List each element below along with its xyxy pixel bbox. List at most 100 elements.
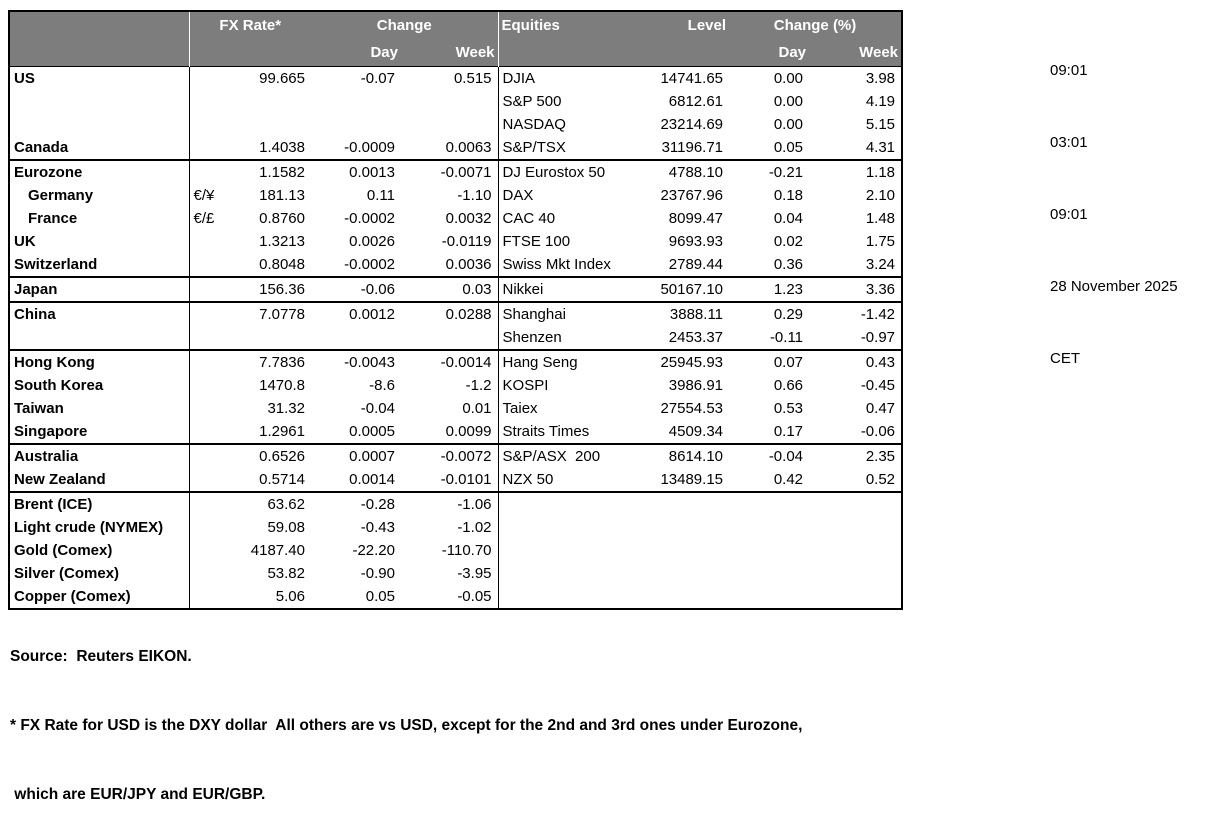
fx-week-change-cell: 0.515 bbox=[401, 66, 499, 90]
header-empty-cell bbox=[189, 39, 311, 67]
equity-level-cell: 3888.11 bbox=[644, 301, 730, 326]
fx-day-change-cell bbox=[311, 326, 401, 350]
equity-week-change-cell: 0.43 bbox=[809, 349, 903, 374]
table-row: Singapore 1.2961 0.0005 0.0099 Straits Times… bbox=[9, 420, 902, 444]
table-row: Canada 1.4038 -0.0009 0.0063 S&P/TSX 31196.71… bbox=[9, 136, 902, 160]
equity-name-cell: DAX bbox=[502, 187, 534, 204]
equity-week-change-cell: 3.98 bbox=[865, 70, 896, 87]
equity-level-cell: 23767.96 bbox=[660, 187, 724, 204]
equity-name-cell: DJ Eurostox 50 bbox=[498, 159, 645, 184]
header-empty-cell bbox=[9, 39, 190, 67]
equity-week-change-cell bbox=[809, 491, 903, 516]
fx-rate-cell: 0.8048 bbox=[259, 256, 305, 273]
country-cell: China bbox=[9, 301, 190, 326]
equity-week-change-cell: 4.31 bbox=[865, 139, 896, 156]
table-row: New Zealand 0.5714 0.0014 -0.0101 NZX 50 1348… bbox=[9, 468, 902, 492]
fx-week-change-cell: -1.02 bbox=[401, 516, 499, 539]
equity-level-cell: 4788.10 bbox=[644, 159, 730, 184]
equity-day-change-cell: 0.00 bbox=[773, 93, 804, 110]
table-row: Gold (Comex) 4187.40 -22.20 -110.70 bbox=[9, 539, 902, 562]
currency-pair-cell bbox=[189, 276, 239, 302]
currency-pair-cell bbox=[189, 562, 239, 585]
equity-level-cell bbox=[644, 562, 729, 585]
fx-rate-cell: 5.06 bbox=[275, 588, 305, 605]
country-cell: France bbox=[9, 207, 190, 230]
equity-week-change-cell: 3.24 bbox=[865, 256, 896, 273]
currency-pair-cell bbox=[189, 468, 239, 492]
country-cell: Switzerland bbox=[9, 253, 190, 277]
fx-rate-cell: 31.32 bbox=[267, 400, 305, 417]
eq-day-subheader: Day bbox=[729, 39, 810, 67]
fx-week-change-cell: -1.06 bbox=[401, 491, 499, 516]
equity-day-change-cell bbox=[729, 562, 809, 585]
fx-rate-cell: 4187.40 bbox=[250, 542, 305, 559]
fx-rate-cell: 7.0778 bbox=[239, 301, 311, 326]
currency-pair-cell bbox=[189, 90, 239, 113]
equity-name-cell: DJIA bbox=[502, 70, 536, 87]
equity-level-cell: 9693.93 bbox=[668, 233, 724, 250]
equity-day-change-cell bbox=[729, 516, 809, 539]
equity-week-change-cell: -1.42 bbox=[809, 301, 903, 326]
equity-name-cell: FTSE 100 bbox=[502, 233, 571, 250]
equity-name-cell: Nikkei bbox=[498, 276, 645, 302]
fx-day-change-cell: -22.20 bbox=[352, 542, 395, 559]
fx-rate-cell: 0.8760 bbox=[259, 210, 305, 227]
country-cell: New Zealand bbox=[9, 468, 190, 492]
fx-rate-cell: 156.36 bbox=[239, 276, 311, 302]
equity-week-change-cell: 3.36 bbox=[809, 276, 903, 302]
fx-rate-cell bbox=[239, 326, 311, 350]
country-cell: South Korea bbox=[9, 374, 190, 397]
country-cell: Brent (ICE) bbox=[9, 491, 190, 516]
equity-name-cell bbox=[498, 562, 644, 585]
equity-week-change-cell: 0.47 bbox=[865, 400, 896, 417]
currency-pair-cell bbox=[189, 301, 239, 326]
equity-level-cell: 8614.10 bbox=[644, 443, 730, 468]
fx-day-change-cell: -0.0009 bbox=[344, 139, 395, 156]
fx-week-change-cell: 0.0099 bbox=[401, 420, 499, 444]
timestamp-block: 09:01 03:01 09:01 28 November 2025 CET bbox=[1050, 11, 1178, 395]
table-row: China 7.0778 0.0012 0.0288 Shanghai 3888.11 0.… bbox=[9, 301, 903, 326]
fx-day-change-cell bbox=[311, 113, 401, 136]
equity-level-cell: 14741.65 bbox=[660, 70, 724, 87]
fx-day-subheader: Day bbox=[311, 39, 401, 67]
equity-level-cell: 23214.69 bbox=[660, 116, 724, 133]
currency-pair-cell bbox=[189, 136, 239, 160]
equity-name-cell: Shenzen bbox=[502, 329, 562, 346]
table-row: Germany €/¥ 181.13 0.11 -1.10 DAX 23767.96 0.18… bbox=[9, 184, 902, 207]
fx-week-change-cell: 0.0036 bbox=[401, 253, 499, 277]
country-cell: Copper (Comex) bbox=[9, 585, 190, 609]
fx-week-change-cell: 0.01 bbox=[401, 397, 499, 420]
fx-week-change-cell: 0.03 bbox=[401, 276, 499, 302]
equity-name-cell: S&P/ASX 200 bbox=[498, 443, 645, 468]
fx-week-change-cell: 0.0288 bbox=[401, 301, 499, 326]
equity-level-cell: 2789.44 bbox=[668, 256, 724, 273]
equity-level-cell: 25945.93 bbox=[644, 349, 730, 374]
fx-week-change-cell: -0.0101 bbox=[401, 468, 499, 492]
equity-day-change-cell bbox=[729, 539, 809, 562]
equity-day-change-cell: 0.42 bbox=[773, 471, 804, 488]
equity-day-change-cell: -0.04 bbox=[729, 443, 810, 468]
currency-pair-cell: €/¥ bbox=[193, 187, 215, 204]
country-cell: Japan bbox=[9, 276, 190, 302]
fx-week-subheader: Week bbox=[401, 39, 499, 67]
fx-day-change-cell: 0.05 bbox=[365, 588, 395, 605]
footnote-line-1: * FX Rate for USD is the DXY dollar All … bbox=[10, 717, 803, 734]
currency-pair-cell: €/£ bbox=[193, 210, 215, 227]
fx-week-change-cell: -0.0119 bbox=[401, 230, 499, 253]
equity-level-cell bbox=[644, 539, 729, 562]
table-row: US 99.665 -0.07 0.515 DJIA 14741.65 0.00 3.98 bbox=[9, 66, 902, 90]
equity-name-cell bbox=[498, 539, 644, 562]
fx-day-change-cell: -0.0043 bbox=[311, 349, 401, 374]
country-cell: Taiwan bbox=[9, 397, 190, 420]
fx-day-change-cell: -8.6 bbox=[369, 377, 395, 394]
equity-name-cell: S&P/TSX bbox=[502, 139, 566, 156]
country-cell: US bbox=[9, 66, 190, 90]
table-row: South Korea 1470.8 -8.6 -1.2 KOSPI 3986.91 0.6… bbox=[9, 374, 902, 397]
fx-day-change-cell: 0.0013 bbox=[311, 159, 401, 184]
equity-name-cell: Shanghai bbox=[498, 301, 645, 326]
footnote-line-2: which are EUR/JPY and EUR/GBP. bbox=[10, 786, 266, 803]
country-cell: Silver (Comex) bbox=[9, 562, 190, 585]
equity-level-cell bbox=[644, 516, 729, 539]
fx-day-change-cell: -0.0002 bbox=[344, 210, 395, 227]
country-cell: Australia bbox=[9, 443, 190, 468]
